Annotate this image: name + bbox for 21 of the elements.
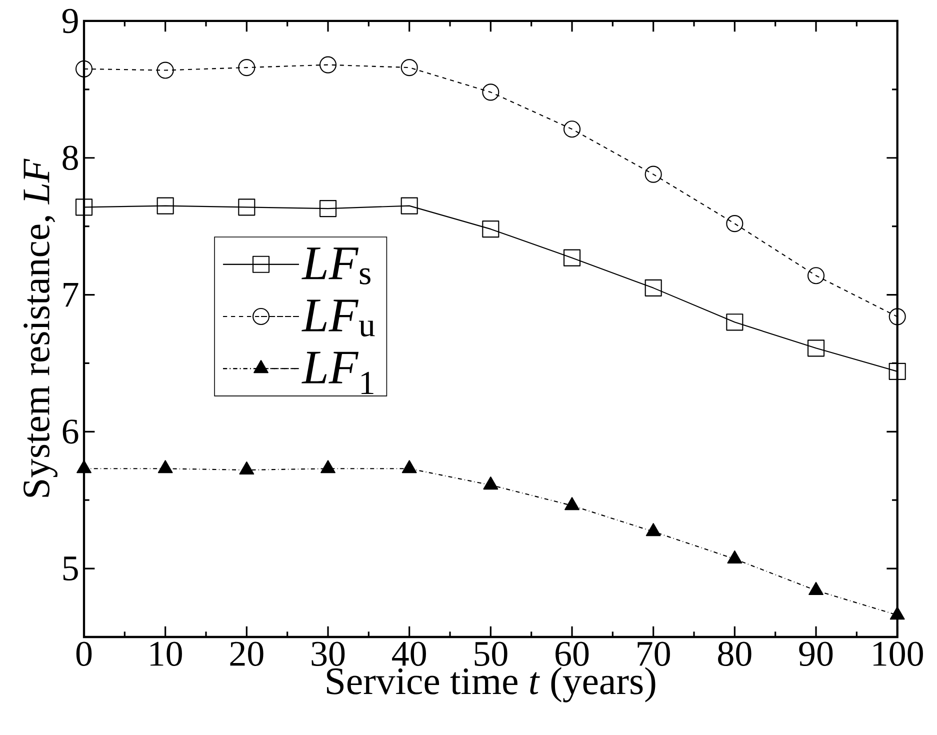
y-axis-title: System resistance, LF — [24, 158, 58, 497]
x-tick-label: 80 — [718, 642, 752, 666]
x-tick-label: 100 — [874, 642, 923, 666]
x-tick-label: 30 — [312, 642, 345, 666]
x-tick-label: 10 — [150, 642, 182, 666]
legend-label: LF$_{1}$ — [302, 352, 374, 394]
x-tick-label: 0 — [76, 642, 92, 666]
legend-label: LF$_{s}$ — [302, 248, 370, 284]
x-tick-label: 70 — [638, 642, 670, 666]
y-tick-label: 6 — [62, 420, 78, 444]
x-axis-title: Service time t (years) — [327, 667, 656, 702]
y-tick-label: 9 — [62, 8, 78, 34]
y-tick-label: 7 — [64, 282, 78, 307]
y-tick-label: 8 — [62, 146, 78, 170]
x-tick-label: 40 — [392, 642, 426, 666]
x-tick-label: 20 — [230, 642, 264, 666]
legend-label: LF$_{u}$ — [302, 300, 375, 337]
x-tick-label: 90 — [799, 642, 833, 666]
x-tick-label: 50 — [474, 642, 508, 666]
y-tick-label: 5 — [63, 556, 78, 581]
x-tick-label: 60 — [556, 642, 589, 666]
